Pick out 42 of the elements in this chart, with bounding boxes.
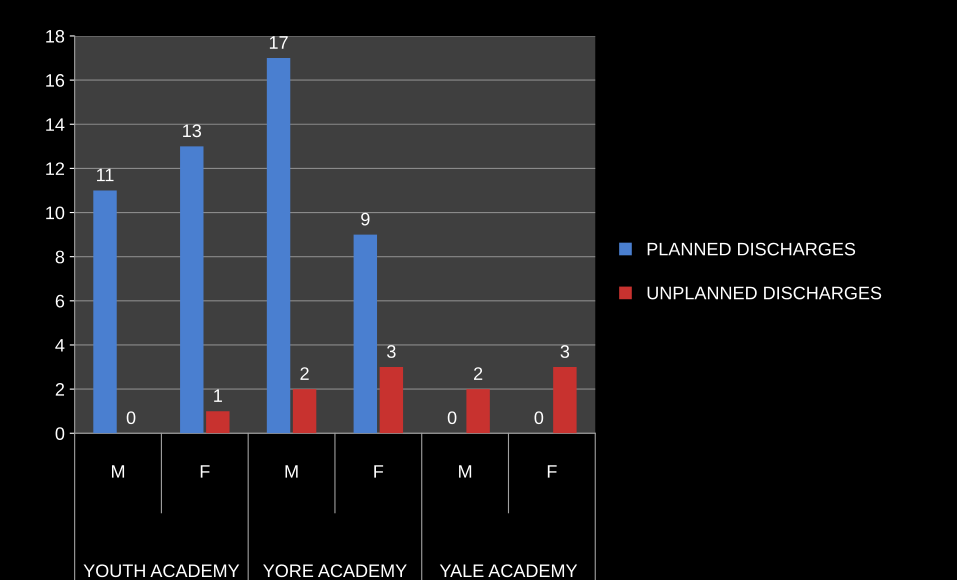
y-tick-label: 8 [56,250,64,264]
data-label: 13 [183,124,202,138]
x-tick-label: F [200,465,210,478]
y-tick-label: 16 [46,74,64,87]
bar [380,367,404,434]
legend-label: PLANNED DISCHARGES [648,242,856,256]
bar [466,389,490,434]
x-tick-label: M [459,465,472,478]
data-label: 1 [214,389,222,402]
bar [266,58,290,434]
legend-label: UNPLANNED DISCHARGES [648,286,882,300]
bar [354,234,378,434]
bar [206,411,230,434]
y-tick-label: 4 [55,339,64,352]
text: YORE ACADEMY [263,564,407,578]
bar [553,367,577,434]
y-tick-label: 12 [46,162,64,175]
x-tick-label: M [286,465,298,478]
data-label: 0 [534,411,544,424]
y-tick-label: 10 [46,206,64,220]
x-tick-label: F [374,465,384,478]
data-label: 3 [560,345,570,358]
data-label: 3 [387,345,396,358]
data-label: 2 [300,367,309,380]
bar [292,389,316,434]
text: YALE ACADEMY [440,564,578,578]
data-label: 11 [97,168,114,182]
bar [180,146,204,434]
y-tick-label: 6 [56,294,64,308]
bar [93,190,117,434]
y-tick-label: 2 [56,383,64,396]
x-tick-label: F [548,465,557,478]
data-label: 2 [474,367,482,380]
y-tick-label: 18 [46,30,64,43]
data-label: 0 [126,411,136,424]
x-tick-label: M [112,465,124,478]
text: YOUTH ACADEMY [84,564,240,578]
data-label: 17 [270,36,288,49]
y-tick-label: 0 [56,427,64,440]
data-label: 9 [361,212,370,226]
data-label: 0 [448,411,456,424]
y-tick-label: 14 [46,118,64,131]
